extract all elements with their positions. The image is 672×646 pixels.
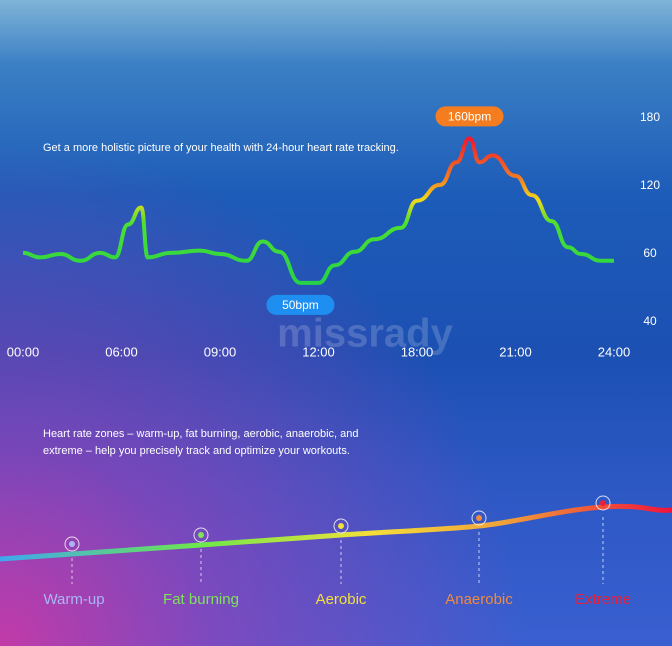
y-tick-label: 180 xyxy=(640,110,660,124)
value-bubble xyxy=(266,294,335,315)
x-tick-label: 00:00 xyxy=(7,344,40,359)
zone-ring xyxy=(595,495,611,511)
zone-ring xyxy=(471,510,487,526)
zone-ring xyxy=(333,518,349,534)
zone-dot xyxy=(69,541,75,547)
zone-curve xyxy=(0,503,672,562)
zone-label: Aerobic xyxy=(316,591,367,608)
y-tick-label: 120 xyxy=(640,178,660,192)
zone-dot xyxy=(476,515,482,521)
x-tick-label: 21:00 xyxy=(499,344,532,359)
zones-description: Heart rate zones – warm-up, fat burning,… xyxy=(43,428,359,457)
zone-label: Extreme xyxy=(575,591,631,608)
zone-ring xyxy=(193,527,209,543)
watermark: missrady xyxy=(277,312,453,356)
value-bubble xyxy=(435,106,504,127)
zone-label: Anaerobic xyxy=(445,591,513,608)
y-tick-label: 60 xyxy=(643,246,657,260)
value-bubble-label: 50bpm xyxy=(282,298,319,312)
zone-dot xyxy=(198,532,204,538)
zone-dot xyxy=(600,500,606,506)
zone-label: Fat burning xyxy=(163,591,239,608)
x-tick-label: 18:00 xyxy=(401,344,434,359)
y-tick-label: 40 xyxy=(643,314,657,328)
x-tick-label: 06:00 xyxy=(105,344,138,359)
value-bubble-label: 160bpm xyxy=(448,110,491,124)
heart-rate-line xyxy=(22,136,614,285)
zone-ring xyxy=(64,536,80,552)
zone-dot xyxy=(338,523,344,529)
chart-description: Get a more holistic picture of your heal… xyxy=(43,142,399,154)
x-tick-label: 09:00 xyxy=(204,344,237,359)
x-tick-label: 12:00 xyxy=(302,344,335,359)
zone-label: Warm-up xyxy=(43,591,104,608)
x-tick-label: 24:00 xyxy=(598,344,631,359)
